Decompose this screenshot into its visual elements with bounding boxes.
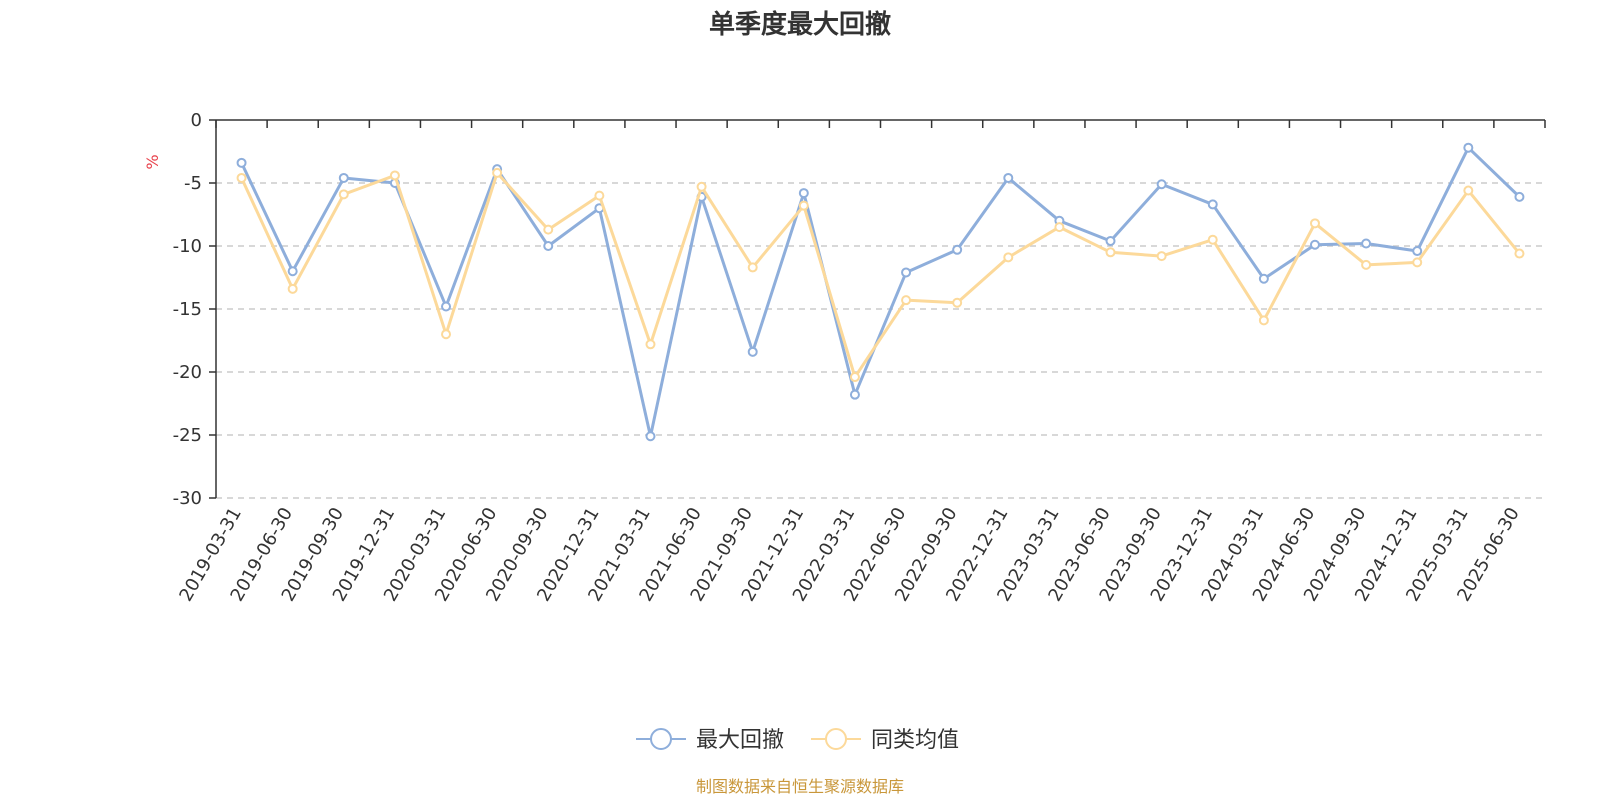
data-point bbox=[236, 157, 247, 168]
data-point bbox=[798, 188, 809, 199]
legend-item[interactable]: 同类均值 bbox=[811, 728, 959, 753]
data-point bbox=[645, 339, 656, 350]
data-point bbox=[952, 297, 963, 308]
data-point bbox=[901, 267, 912, 278]
data-point bbox=[1514, 191, 1525, 202]
data-point bbox=[849, 389, 860, 400]
legend[interactable]: 最大回撤 同类均值 bbox=[636, 728, 959, 753]
series-line bbox=[240, 146, 1521, 438]
legend-marker-icon bbox=[825, 728, 847, 750]
data-point bbox=[594, 190, 605, 201]
legend-item[interactable]: 最大回撤 bbox=[636, 728, 784, 753]
data-point bbox=[1105, 247, 1116, 258]
data-point bbox=[849, 372, 860, 383]
axes: 0-5-10-15-20-25-302019-03-312019-06-3020… bbox=[173, 110, 1546, 605]
data-point bbox=[645, 431, 656, 442]
legend-marker-icon bbox=[650, 728, 672, 750]
y-tick-label: 0 bbox=[191, 110, 202, 131]
data-point bbox=[287, 283, 298, 294]
data-point bbox=[1463, 142, 1474, 153]
data-point bbox=[441, 329, 452, 340]
data-point bbox=[1156, 251, 1167, 262]
data-point bbox=[747, 346, 758, 357]
data-point bbox=[1309, 218, 1320, 229]
data-point bbox=[1258, 273, 1269, 284]
data-point bbox=[1412, 246, 1423, 257]
data-point bbox=[1309, 239, 1320, 250]
y-tick-label: -20 bbox=[173, 362, 202, 383]
data-point bbox=[1361, 259, 1372, 270]
data-point bbox=[492, 167, 503, 178]
data-point bbox=[1463, 185, 1474, 196]
data-point bbox=[747, 262, 758, 273]
data-point bbox=[1054, 222, 1065, 233]
y-tick-label: -10 bbox=[173, 236, 202, 257]
data-point bbox=[798, 200, 809, 211]
data-point bbox=[1003, 252, 1014, 263]
data-source-note: 制图数据来自恒生聚源数据库 bbox=[696, 777, 904, 796]
data-point bbox=[952, 244, 963, 255]
data-point bbox=[338, 189, 349, 200]
data-point bbox=[543, 241, 554, 251]
y-tick-label: -15 bbox=[173, 299, 202, 320]
y-axis-unit-label: % bbox=[143, 154, 162, 169]
data-point bbox=[1156, 179, 1167, 190]
data-point bbox=[543, 224, 554, 235]
data-point bbox=[1412, 257, 1423, 268]
series-lines bbox=[236, 142, 1525, 442]
data-point bbox=[338, 172, 349, 183]
data-point bbox=[1361, 238, 1372, 249]
data-point bbox=[901, 295, 912, 306]
legend-label: 同类均值 bbox=[871, 728, 959, 753]
data-point bbox=[441, 301, 452, 312]
y-tick-label: -5 bbox=[184, 173, 202, 194]
data-point bbox=[1207, 199, 1218, 210]
data-point bbox=[1258, 315, 1269, 326]
data-point bbox=[287, 266, 298, 277]
data-point bbox=[1003, 172, 1014, 183]
y-tick-label: -30 bbox=[173, 488, 202, 509]
data-point bbox=[236, 172, 247, 183]
chart-title: 单季度最大回撤 bbox=[709, 9, 891, 40]
data-point bbox=[1105, 235, 1116, 246]
data-point bbox=[1207, 234, 1218, 245]
series-line bbox=[240, 171, 1521, 379]
y-tick-label: -25 bbox=[173, 425, 202, 446]
legend-label: 最大回撤 bbox=[696, 728, 784, 753]
data-point bbox=[696, 181, 707, 192]
grid-lines bbox=[216, 182, 1545, 499]
data-point bbox=[389, 170, 400, 181]
data-point bbox=[1514, 248, 1525, 259]
